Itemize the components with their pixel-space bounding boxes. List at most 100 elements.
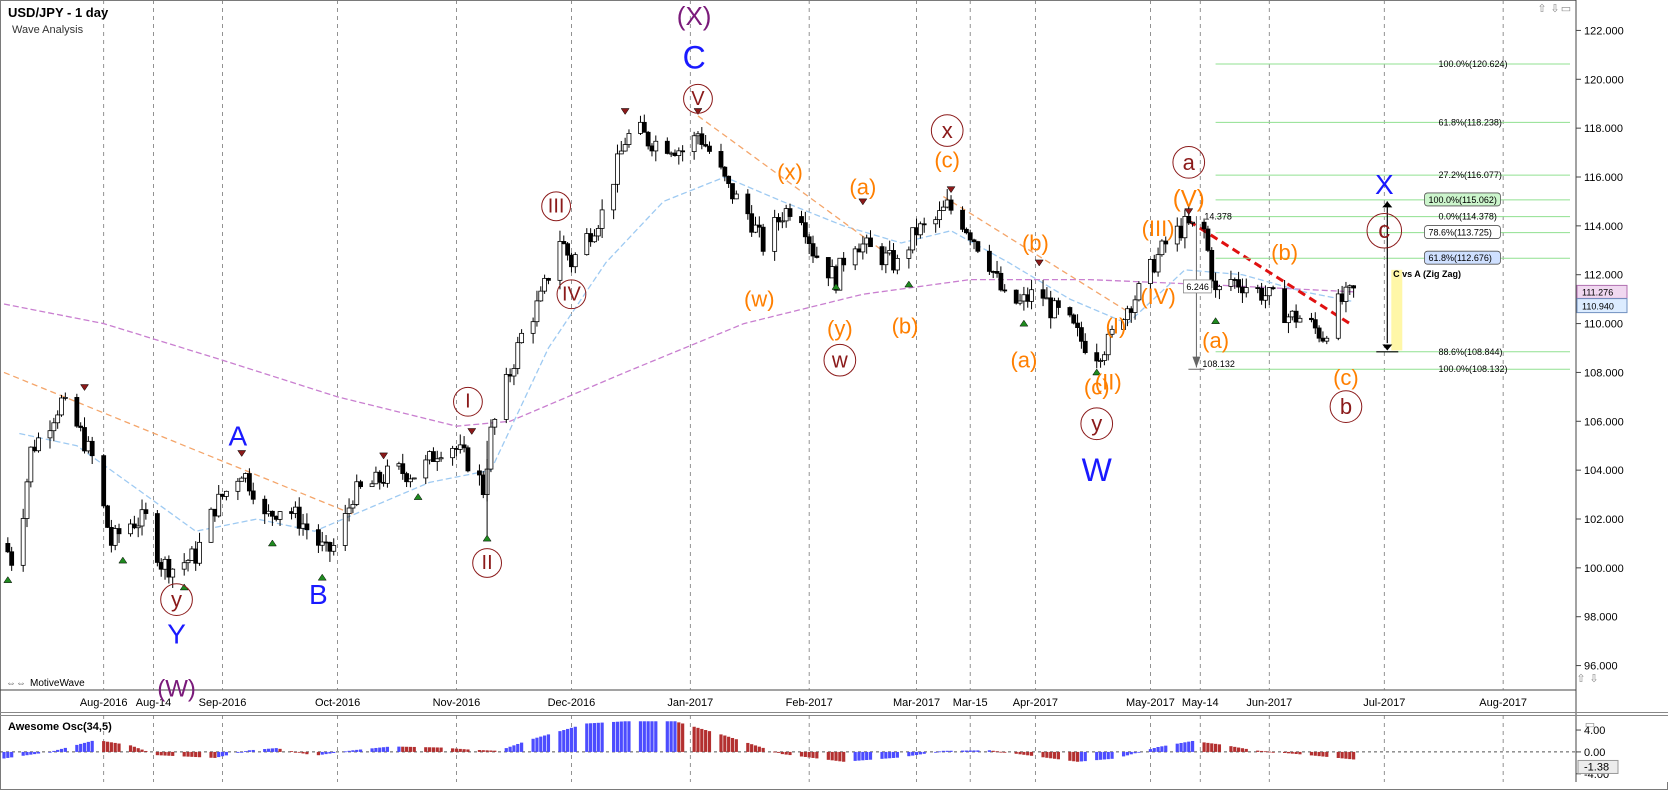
wave-label: (a) bbox=[1010, 348, 1037, 373]
candle-body bbox=[101, 455, 107, 507]
candle-body bbox=[1121, 319, 1126, 330]
swing-high-marker bbox=[946, 186, 956, 194]
oscillator-bar bbox=[328, 751, 332, 754]
wave-label-circle bbox=[160, 583, 193, 616]
wave-label: (X) bbox=[677, 1, 712, 31]
oscillator-bar bbox=[274, 748, 278, 752]
wave-label: A bbox=[229, 420, 248, 451]
candle-body bbox=[530, 321, 536, 334]
candle-body bbox=[1071, 314, 1077, 324]
y-tick-label: 116.000 bbox=[1584, 172, 1623, 184]
oscillator-bar bbox=[1175, 743, 1179, 752]
x-tick-label: Sep-2016 bbox=[199, 697, 247, 709]
oscillator-bar bbox=[320, 751, 324, 755]
candle-body bbox=[733, 193, 739, 200]
maximize-icon[interactable]: ▭ bbox=[1561, 3, 1571, 15]
oscillator-bar bbox=[727, 736, 731, 752]
oscillator-bar bbox=[830, 751, 834, 761]
oscillator-bar bbox=[493, 750, 497, 752]
candle-body bbox=[534, 300, 540, 323]
projection-arrow-up bbox=[1382, 201, 1393, 208]
candle-body bbox=[986, 250, 992, 272]
oscillator-bar bbox=[704, 730, 708, 752]
oscillator-bar bbox=[1233, 746, 1237, 752]
candle-body bbox=[914, 227, 919, 236]
candle-body bbox=[841, 257, 847, 266]
oscillator-bar bbox=[531, 738, 535, 752]
oscillator-bar bbox=[439, 747, 443, 752]
wave-label: (a) bbox=[849, 174, 876, 199]
oscillator-bar bbox=[1045, 751, 1049, 758]
oscillator-bar bbox=[612, 721, 616, 752]
collapse-icon[interactable]: ⇧ bbox=[1576, 673, 1585, 685]
oscillator-bar bbox=[589, 723, 593, 752]
oscillator-bar bbox=[880, 751, 884, 759]
oscillator-bar bbox=[171, 751, 175, 756]
x-tick-label: Nov-2016 bbox=[433, 697, 481, 709]
oscillator-bar bbox=[75, 744, 79, 752]
oscillator-bar bbox=[351, 750, 355, 752]
oscillator-bar bbox=[665, 721, 669, 752]
projection-zone bbox=[1391, 269, 1403, 351]
maximize-icon[interactable]: ▭ bbox=[1585, 719, 1595, 731]
candle-body bbox=[894, 258, 900, 271]
oscillator-bar bbox=[182, 751, 186, 757]
oscillator-bar bbox=[803, 751, 807, 757]
candle-body bbox=[1255, 287, 1261, 289]
oscillator-bar bbox=[776, 751, 781, 753]
candle-body bbox=[212, 508, 218, 517]
candle-body bbox=[599, 209, 605, 229]
oscillator-bar bbox=[167, 751, 171, 756]
wave-label: X bbox=[1375, 169, 1394, 200]
scroll-up-icon[interactable]: ⇧ bbox=[1537, 3, 1546, 15]
oscillator-bar bbox=[934, 751, 938, 753]
x-tick-label: Apr-2017 bbox=[1013, 697, 1058, 709]
oscillator-bar bbox=[615, 721, 620, 752]
projection-arrow-down bbox=[1382, 344, 1393, 351]
candle-body bbox=[32, 446, 38, 452]
x-tick-label: Dec-2016 bbox=[548, 697, 596, 709]
oscillator-bar bbox=[746, 742, 750, 752]
candle-body bbox=[806, 236, 812, 245]
oscillator-bar bbox=[263, 749, 267, 752]
swing-high-marker bbox=[237, 450, 247, 457]
candle-body bbox=[726, 175, 732, 184]
measure-top-label: 14.378 bbox=[1204, 212, 1232, 222]
oscillator-bar bbox=[807, 751, 811, 758]
wave-label: (c) bbox=[1084, 375, 1110, 400]
oscillator-bar bbox=[224, 751, 228, 756]
oscillator-bar bbox=[1156, 746, 1160, 752]
fib-label-box bbox=[1424, 225, 1501, 239]
oscillator-bar bbox=[251, 749, 255, 752]
candle-body bbox=[971, 239, 977, 242]
oscillator-bar bbox=[562, 730, 566, 752]
scroll-down-icon[interactable]: ⇩ bbox=[1550, 3, 1559, 15]
oscillator-bar bbox=[243, 751, 248, 752]
candle-body bbox=[519, 332, 525, 344]
wave-label-circle bbox=[1329, 390, 1363, 423]
candle-body bbox=[404, 473, 409, 483]
candle-body bbox=[879, 246, 885, 266]
candle-body bbox=[975, 241, 981, 252]
candle-body bbox=[74, 397, 80, 427]
candle-body bbox=[51, 422, 57, 432]
candle-body bbox=[246, 473, 252, 492]
oscillator-bar bbox=[1260, 750, 1264, 752]
candle-body bbox=[1217, 285, 1222, 291]
candle-body bbox=[1236, 279, 1241, 288]
candle-body bbox=[20, 518, 26, 566]
oscillator-bar bbox=[397, 746, 401, 752]
candle-body bbox=[565, 243, 571, 256]
oscillator-bar bbox=[404, 746, 409, 752]
candle-body bbox=[438, 457, 444, 460]
fib-level-label: 100.0%(120.624) bbox=[1438, 59, 1507, 69]
wave-label: Y bbox=[167, 618, 186, 649]
collapse-icon[interactable]: ⇩ bbox=[1589, 673, 1598, 685]
candle-body bbox=[1174, 225, 1180, 245]
candle-body bbox=[883, 252, 889, 266]
candle-body bbox=[753, 224, 758, 233]
fib-label-box bbox=[1424, 192, 1501, 207]
oscillator-bar bbox=[140, 749, 144, 752]
candle-body bbox=[1013, 289, 1019, 304]
oscillator-bar bbox=[861, 751, 865, 761]
